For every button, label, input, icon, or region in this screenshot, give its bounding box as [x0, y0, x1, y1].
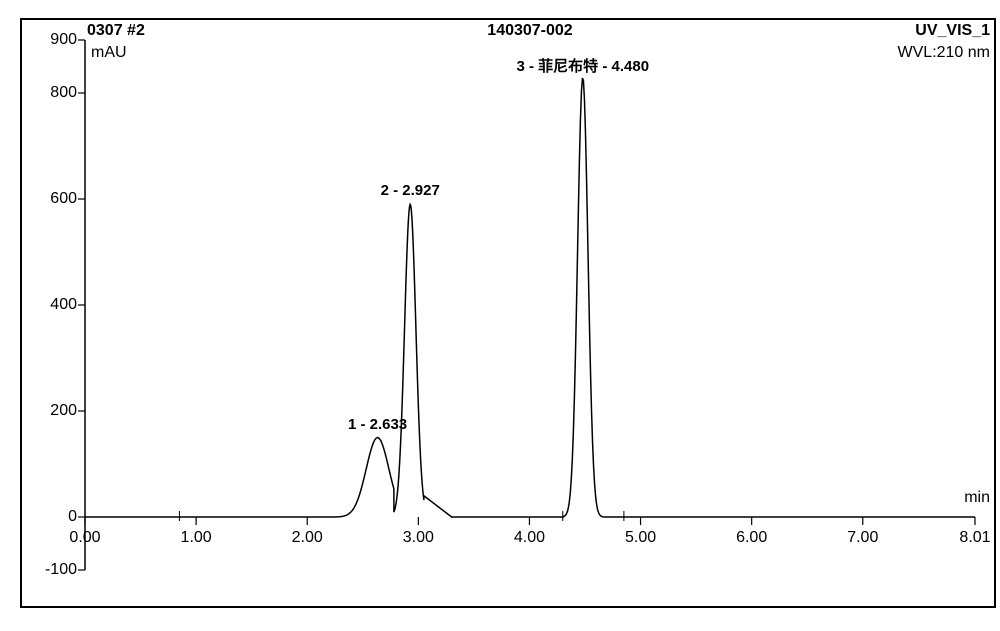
x-tick-label: 4.00 [514, 529, 545, 547]
peak-label: 2 - 2.927 [381, 182, 440, 199]
y-tick-label: 900 [27, 31, 77, 49]
x-tick-label: 7.00 [847, 529, 878, 547]
x-tick-label: 5.00 [625, 529, 656, 547]
x-tick-label: 1.00 [181, 529, 212, 547]
peak-label: 1 - 2.633 [348, 416, 407, 433]
x-tick-label: 2.00 [292, 529, 323, 547]
peak-label: 3 - 菲尼布特 - 4.480 [516, 55, 649, 76]
chromatogram-chart: 0307 #2 140307-002 UV_VIS_1 WVL:210 nm m… [10, 10, 1000, 621]
y-tick-label: 600 [27, 190, 77, 208]
y-tick-label: 400 [27, 296, 77, 314]
x-tick-label: 8.01 [959, 529, 990, 547]
y-tick-label: 0 [27, 508, 77, 526]
x-tick-label: 6.00 [736, 529, 767, 547]
y-tick-label: 800 [27, 84, 77, 102]
x-tick-label: 0.00 [69, 529, 100, 547]
y-tick-label: -100 [27, 561, 77, 579]
y-tick-label: 200 [27, 402, 77, 420]
x-tick-label: 3.00 [403, 529, 434, 547]
